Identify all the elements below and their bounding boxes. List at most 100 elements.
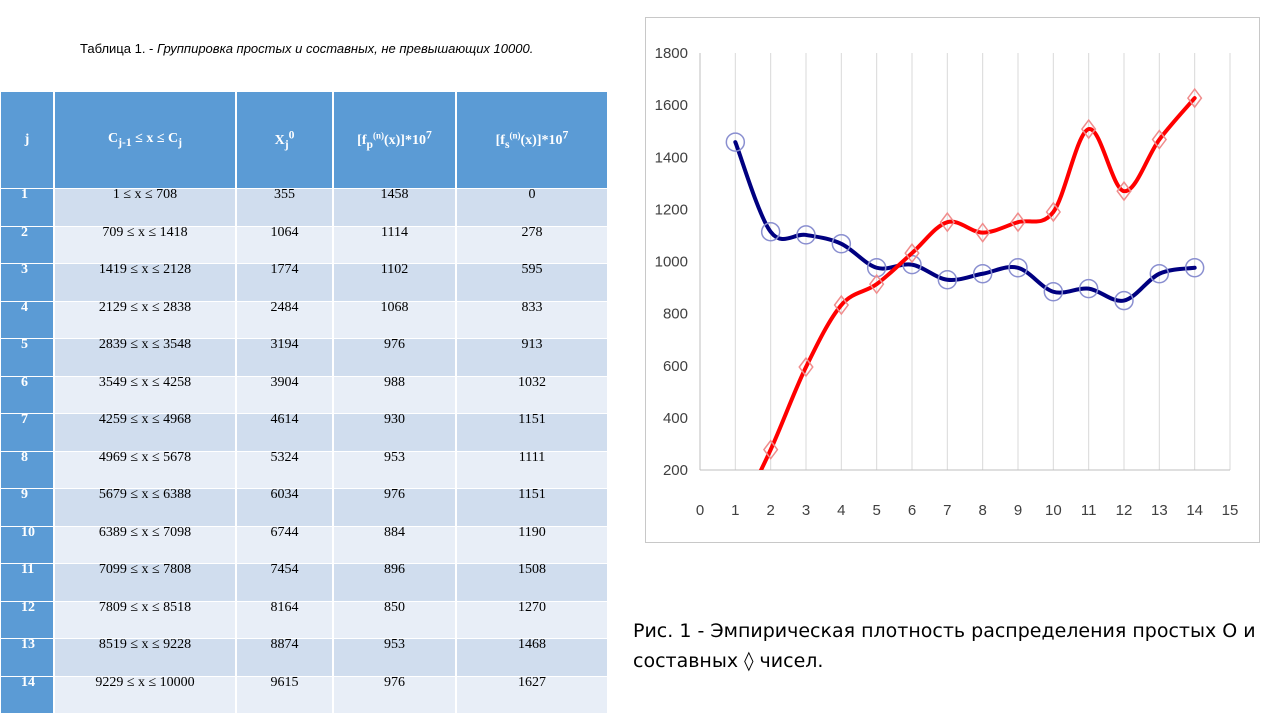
cell-interval: 7809 ≤ x ≤ 8518 xyxy=(54,600,237,639)
header-xj: Xj0 xyxy=(236,92,334,189)
figure-caption: Рис. 1 - Эмпирическая плотность распреде… xyxy=(633,620,1256,672)
data-point-diamond xyxy=(1151,129,1168,150)
x-tick-label: 4 xyxy=(837,502,845,519)
cell-fp: 976 xyxy=(333,675,457,713)
x-tick-label: 2 xyxy=(766,502,774,519)
y-tick-label: 1000 xyxy=(655,254,688,271)
cell-j: 9 xyxy=(1,487,55,526)
table-row: 6 3549 ≤ x ≤ 4258 3904 988 1032 xyxy=(1,375,607,414)
x-tick-label: 15 xyxy=(1222,502,1239,519)
cell-xj: 1774 xyxy=(236,262,334,301)
x-tick-label: 3 xyxy=(802,502,810,519)
cell-fp: 850 xyxy=(333,600,457,639)
cell-fp: 976 xyxy=(333,337,457,376)
cell-xj: 5324 xyxy=(236,450,334,489)
cell-j: 5 xyxy=(1,337,55,376)
x-tick-label: 5 xyxy=(872,502,880,519)
cell-xj: 3194 xyxy=(236,337,334,376)
cell-fs: 1151 xyxy=(456,412,607,451)
data-point-circle xyxy=(725,132,746,152)
y-tick-label: 1800 xyxy=(655,45,688,62)
cell-xj: 8874 xyxy=(236,637,334,676)
cell-xj: 2484 xyxy=(236,300,334,339)
cell-fs: 1508 xyxy=(456,562,607,601)
x-tick-label: 8 xyxy=(978,502,986,519)
cell-xj: 7454 xyxy=(236,562,334,601)
data-point-circle xyxy=(1149,263,1170,284)
y-tick-label: 200 xyxy=(663,462,688,479)
table-row: 14 9229 ≤ x ≤ 10000 9615 976 1627 xyxy=(1,675,607,713)
cell-j: 10 xyxy=(1,525,55,564)
cell-interval: 4969 ≤ x ≤ 5678 xyxy=(54,450,237,489)
data-table: j Cj-1 ≤ x ≤ Cj Xj0 [fp(n)(x)]*107 [fs(n… xyxy=(1,92,607,713)
cell-xj: 355 xyxy=(236,187,334,226)
data-point-circle xyxy=(1008,258,1028,278)
table-row: 4 2129 ≤ x ≤ 2838 2484 1068 833 xyxy=(1,300,607,339)
cell-j: 8 xyxy=(1,450,55,489)
cell-j: 4 xyxy=(1,300,55,339)
cell-fs: 833 xyxy=(456,300,607,339)
x-tick-label: 12 xyxy=(1116,502,1133,519)
table-row: 10 6389 ≤ x ≤ 7098 6744 884 1190 xyxy=(1,525,607,564)
cell-j: 11 xyxy=(1,562,55,601)
header-fp: [fp(n)(x)]*107 xyxy=(333,92,457,189)
x-tick-label: 11 xyxy=(1081,502,1097,519)
data-point-circle xyxy=(972,263,993,284)
line-chart: 0 1 2 3 4 5 6 7 8 9 10 11 12 13 14 15200400600800100012… xyxy=(655,45,1239,519)
cell-fs: 1111 xyxy=(456,450,607,489)
cell-interval: 2839 ≤ x ≤ 3548 xyxy=(54,337,237,376)
table-row: 9 5679 ≤ x ≤ 6388 6034 976 1151 xyxy=(1,487,607,526)
table-header-row: j Cj-1 ≤ x ≤ Cj Xj0 [fp(n)(x)]*107 [fs(n… xyxy=(1,92,607,189)
table-row: 2 709 ≤ x ≤ 1418 1064 1114 278 xyxy=(1,225,607,264)
cell-xj: 3904 xyxy=(236,375,334,414)
header-fs: [fs(n)(x)]*107 xyxy=(456,92,607,189)
cell-fp: 976 xyxy=(333,487,457,526)
chart-frame: 0 1 2 3 4 5 6 7 8 9 10 11 12 13 14 15 200 400 600 800 1000 12… xyxy=(645,17,1260,543)
y-tick-label: 1400 xyxy=(655,149,688,166)
data-point-diamond xyxy=(1010,211,1026,233)
table-caption-title: Группировка простых и составных, не прев… xyxy=(156,41,534,56)
table-row: 5 2839 ≤ x ≤ 3548 3194 976 913 xyxy=(1,337,607,376)
cell-j: 14 xyxy=(1,675,55,713)
data-point-diamond xyxy=(904,242,920,264)
cell-interval: 3549 ≤ x ≤ 4258 xyxy=(54,375,237,414)
cell-xj: 8164 xyxy=(236,600,334,639)
cell-j: 13 xyxy=(1,637,55,676)
data-point-circle xyxy=(760,222,781,242)
table-row: 3 1419 ≤ x ≤ 2128 1774 1102 595 xyxy=(1,262,607,301)
cell-interval: 1419 ≤ x ≤ 2128 xyxy=(54,262,237,301)
cell-interval: 4259 ≤ x ≤ 4968 xyxy=(54,412,237,451)
cell-interval: 8519 ≤ x ≤ 9228 xyxy=(54,637,237,676)
cell-fs: 1151 xyxy=(456,487,607,526)
cell-interval: 9229 ≤ x ≤ 10000 xyxy=(54,675,237,713)
cell-xj: 4614 xyxy=(236,412,334,451)
x-tick-label: 9 xyxy=(1014,502,1022,519)
cell-fp: 1458 xyxy=(333,187,457,226)
cell-fp: 1114 xyxy=(333,225,457,264)
cell-j: 3 xyxy=(1,262,55,301)
cell-xj: 6744 xyxy=(236,525,334,564)
header-j: j xyxy=(1,92,55,189)
data-point-diamond xyxy=(974,222,991,243)
x-tick-label: 14 xyxy=(1186,502,1203,519)
data-point-circle xyxy=(1078,278,1099,299)
x-tick-label: 0 xyxy=(696,502,704,519)
x-tick-label: 13 xyxy=(1151,502,1168,519)
data-point-circle xyxy=(1114,290,1134,311)
data-point-diamond xyxy=(868,273,885,295)
table-row: 13 8519 ≤ x ≤ 9228 8874 953 1468 xyxy=(1,637,607,676)
table-caption-prefix: Таблица 1. - xyxy=(80,41,157,56)
y-tick-label: 400 xyxy=(663,410,688,427)
data-point-diamond xyxy=(798,356,814,378)
data-point-circle xyxy=(866,258,887,278)
series-line-1 xyxy=(733,140,1197,303)
table-row: 8 4969 ≤ x ≤ 5678 5324 953 1111 xyxy=(1,450,607,489)
cell-interval: 5679 ≤ x ≤ 6388 xyxy=(54,487,237,526)
cell-fp: 953 xyxy=(333,450,457,489)
data-point-circle xyxy=(796,225,816,245)
table-row: 7 4259 ≤ x ≤ 4968 4614 930 1151 xyxy=(1,412,607,451)
x-tick-label: 10 xyxy=(1045,502,1062,519)
cell-fp: 988 xyxy=(333,375,457,414)
data-point-diamond xyxy=(939,211,956,233)
